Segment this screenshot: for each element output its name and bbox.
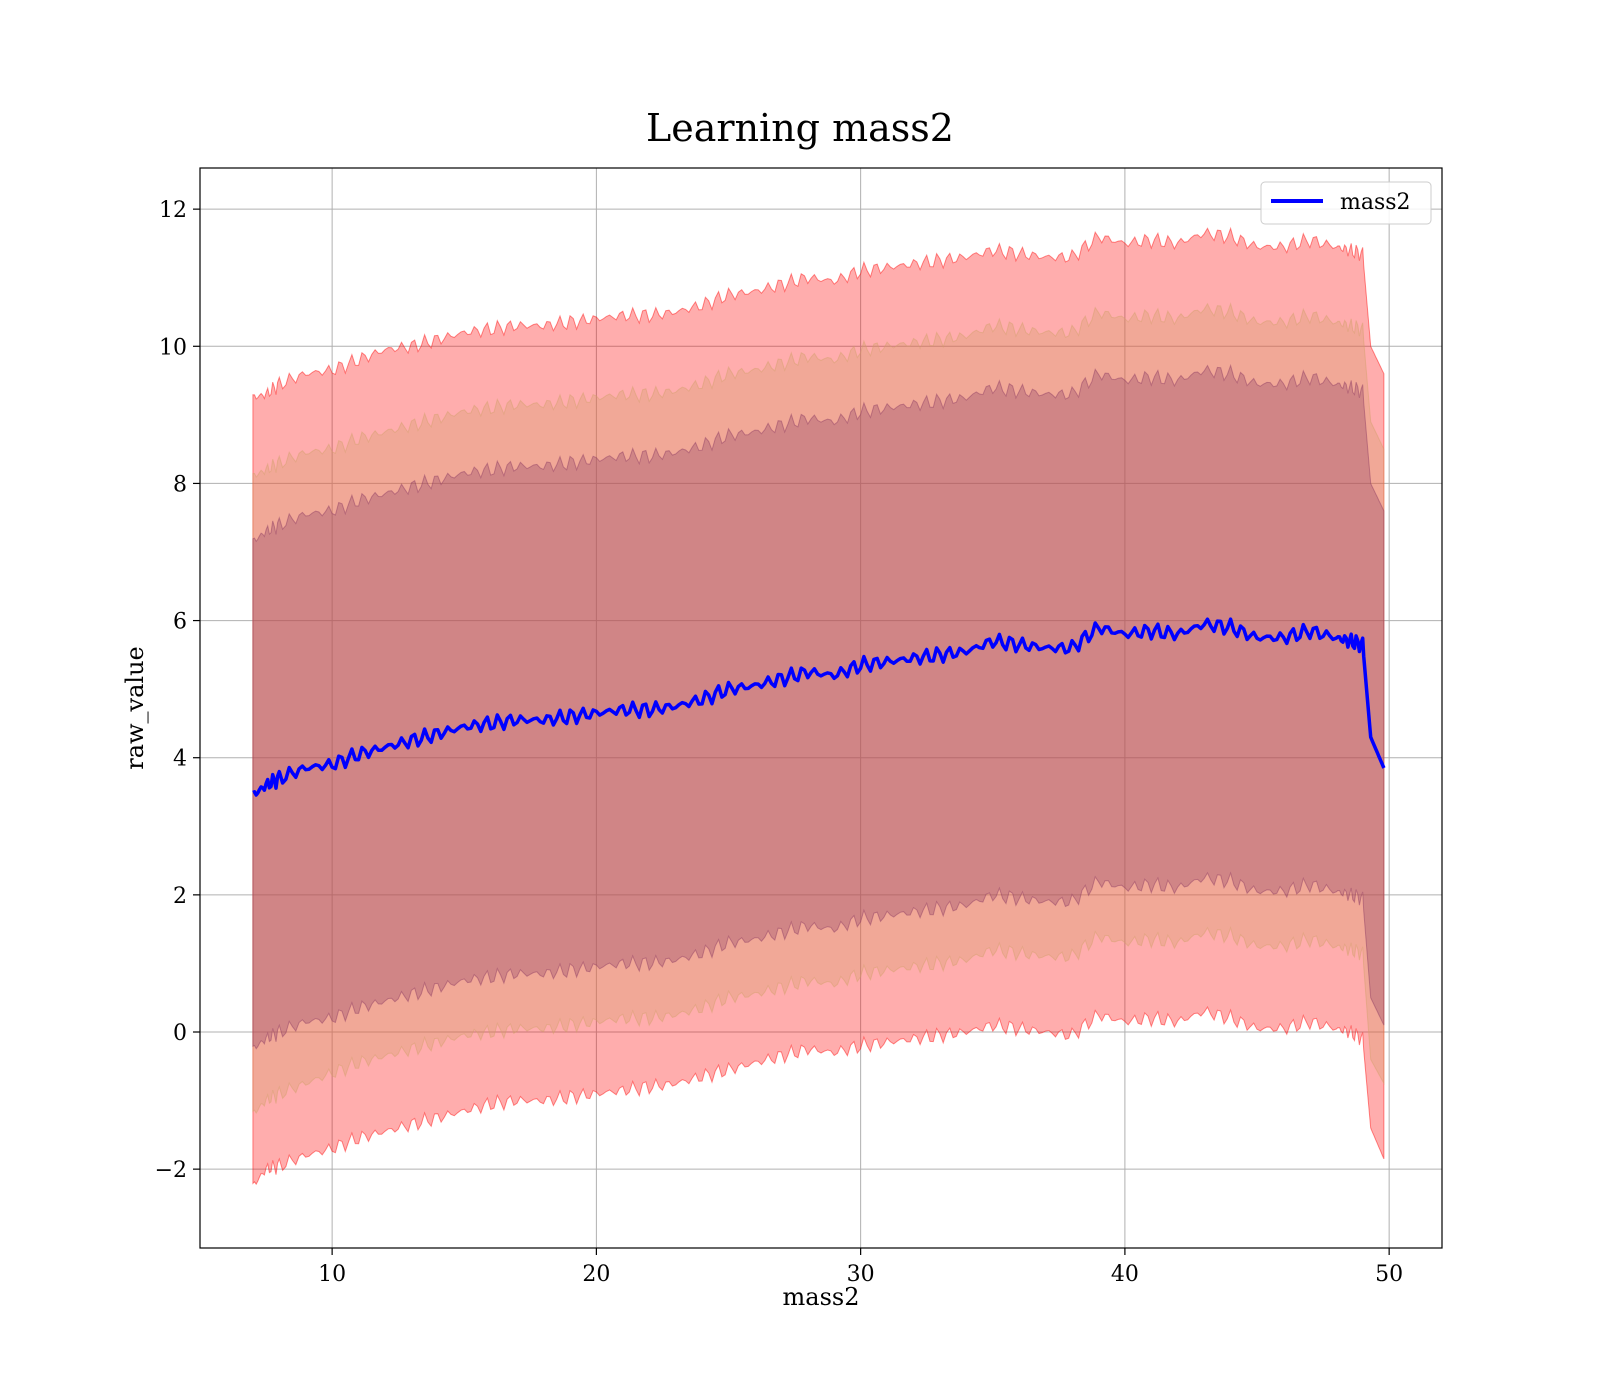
y-tick-label: 10: [159, 335, 187, 360]
y-tick-label: 12: [159, 198, 187, 223]
y-tick-label: −2: [155, 1158, 187, 1183]
confidence-bands: [252, 226, 1385, 1186]
x-tick-label: 10: [318, 1262, 346, 1287]
x-tick-label: 20: [582, 1262, 610, 1287]
band-middle: [252, 302, 1385, 1114]
band-inner: [252, 363, 1385, 1050]
x-axis-label: mass2: [783, 1283, 860, 1311]
series-line-mass2: [252, 617, 1386, 797]
y-tick-label: 4: [173, 747, 187, 772]
series-lines: [252, 617, 1386, 797]
x-tick-label: 30: [847, 1262, 875, 1287]
grid-lines: [200, 168, 1442, 1248]
legend-label-mass2: mass2: [1340, 190, 1411, 215]
y-axis-label: raw_value: [121, 646, 149, 770]
y-tick-label: 0: [173, 1021, 187, 1046]
chart-title: Learning mass2: [646, 106, 954, 150]
x-tick-label: 40: [1111, 1262, 1139, 1287]
legend-box: [1260, 181, 1432, 225]
y-tick-label: 6: [173, 610, 187, 635]
plot-frame: [199, 167, 1443, 1249]
x-tick-label: 50: [1375, 1262, 1403, 1287]
band-outer: [252, 226, 1385, 1186]
y-tick-label: 8: [173, 472, 187, 497]
axis-ticks: 10 20 30 40 50 −2 0 2 4 6 8 10 12: [155, 198, 1404, 1287]
y-tick-label: 2: [173, 884, 187, 909]
legend: mass2: [1260, 181, 1432, 225]
